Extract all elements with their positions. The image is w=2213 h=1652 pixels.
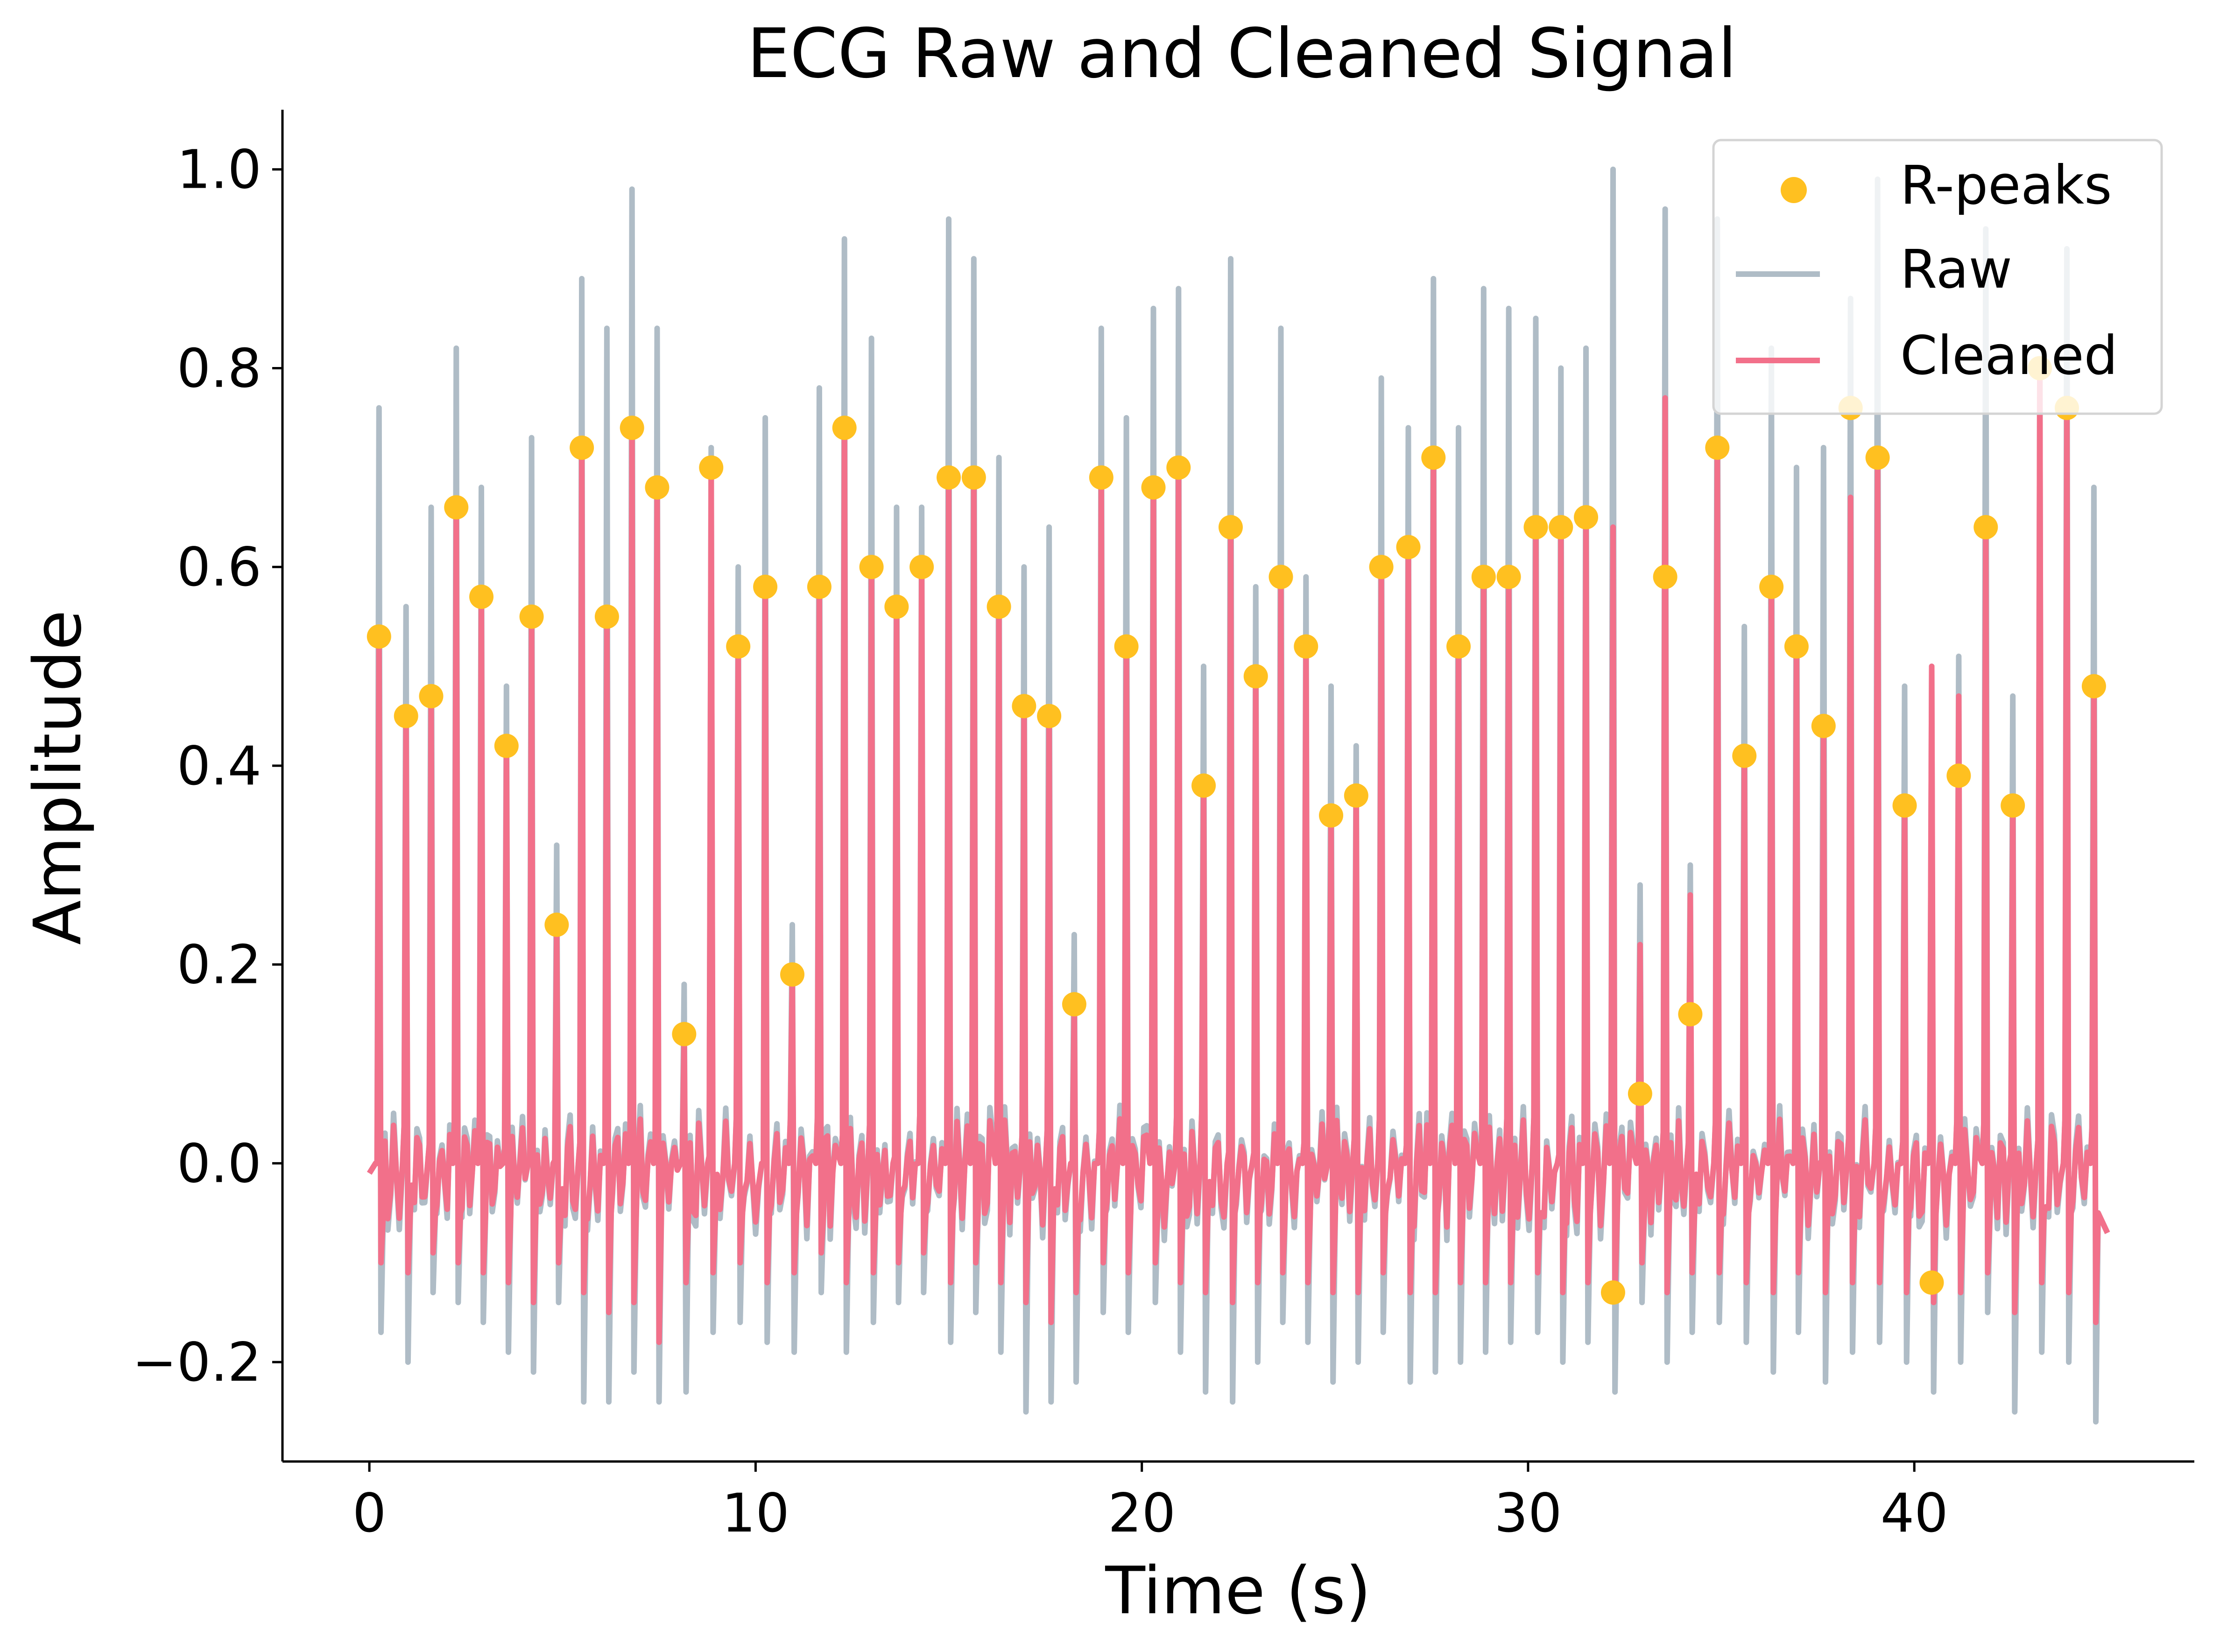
x-tick-label: 40 (1881, 1482, 1948, 1544)
r-peak-point (620, 416, 644, 440)
r-peak-point (1344, 783, 1368, 808)
r-peak-point (1141, 475, 1166, 500)
r-peak-point (961, 465, 986, 490)
r-peak-point (1973, 515, 1998, 540)
r-peak-point (444, 495, 469, 520)
legend-r-peaks-label: R-peaks (1900, 154, 2112, 216)
r-peak-point (1811, 713, 1836, 738)
r-peak-point (1600, 1280, 1625, 1305)
x-tick-label: 0 (352, 1482, 387, 1544)
r-peak-point (1523, 515, 1548, 540)
y-tick-label: 0.8 (177, 337, 261, 399)
r-peak-point (1369, 555, 1394, 579)
r-peak-point (645, 475, 670, 500)
chart-title: ECG Raw and Cleaned Signal (747, 14, 1737, 93)
r-peak-point (937, 465, 961, 490)
x-axis-label: Time (s) (1105, 1553, 1371, 1629)
r-peak-point (1549, 515, 1573, 540)
x-tick-label: 10 (722, 1482, 789, 1544)
x-tick-label: 20 (1108, 1482, 1176, 1544)
y-tick-label: 1.0 (177, 139, 261, 201)
r-peak-point (2001, 793, 2025, 818)
r-peak-point (1946, 763, 1971, 788)
r-peak-point (1574, 505, 1599, 529)
r-peak-point (519, 604, 544, 629)
y-tick-label: −0.2 (132, 1331, 261, 1393)
r-peak-point (1705, 435, 1730, 460)
r-peak-point (859, 555, 884, 579)
r-peak-point (753, 574, 778, 599)
r-peak-point (594, 604, 619, 629)
legend-cleaned-label: Cleaned (1900, 325, 2118, 387)
r-peak-point (1294, 634, 1318, 659)
r-peak-point (1191, 773, 1216, 798)
r-peak-point (780, 962, 804, 987)
legend-r-peaks-marker (1781, 177, 1807, 203)
r-peak-point (1678, 1002, 1703, 1027)
r-peak-point (1446, 634, 1471, 659)
plot-area (366, 166, 2110, 1425)
r-peak-point (672, 1022, 697, 1046)
y-axis-label: Amplitude (20, 610, 96, 945)
r-peak-point (987, 594, 1011, 619)
r-peak-point (570, 435, 594, 460)
r-peak-point (1865, 445, 1890, 470)
r-peak-point (366, 624, 391, 649)
r-peak-point (1037, 704, 1062, 728)
x-axis-ticks: 0 10 20 30 40 (352, 1461, 1948, 1544)
r-peak-point (1396, 535, 1421, 559)
r-peak-point (1496, 565, 1521, 589)
r-peak-point (1784, 634, 1809, 659)
r-peak-point (726, 634, 751, 659)
legend: R-peaks Raw Cleaned (1712, 139, 2163, 415)
r-peak-point (1218, 515, 1243, 540)
r-peak-point (494, 734, 519, 758)
r-peak-point (1732, 743, 1757, 768)
r-peak-point (832, 416, 857, 440)
r-peak-point (1243, 664, 1268, 689)
r-peak-point (1062, 992, 1086, 1017)
r-peak-point (884, 594, 909, 619)
r-peak-point (1471, 565, 1496, 589)
r-peak-point (469, 585, 494, 609)
r-peak-point (1269, 565, 1293, 589)
y-axis-ticks: −0.2 0.0 0.2 0.4 0.6 0.8 1.0 (132, 139, 282, 1393)
r-peak-point (1114, 634, 1139, 659)
y-tick-label: 0.4 (177, 735, 261, 797)
r-peak-point (1653, 565, 1677, 589)
x-tick-label: 30 (1494, 1482, 1562, 1544)
r-peak-point (544, 912, 569, 937)
y-tick-label: 0.2 (177, 934, 261, 996)
r-peak-point (394, 704, 418, 728)
r-peak-point (1012, 694, 1036, 719)
r-peak-point (1759, 574, 1784, 599)
r-peak-point (419, 684, 444, 708)
y-tick-label: 0.6 (177, 536, 261, 598)
r-peak-point (2081, 674, 2106, 699)
r-peak-point (1919, 1270, 1944, 1295)
y-tick-label: 0.0 (177, 1132, 261, 1194)
r-peak-point (1166, 455, 1191, 480)
r-peaks-series (366, 356, 2106, 1305)
r-peak-point (909, 555, 934, 579)
r-peak-point (1319, 803, 1344, 828)
legend-box (1712, 139, 2163, 415)
r-peak-point (699, 455, 724, 480)
r-peak-point (807, 574, 832, 599)
r-peak-point (1089, 465, 1114, 490)
r-peak-point (1421, 445, 1446, 470)
legend-raw-label: Raw (1900, 238, 2012, 300)
r-peak-point (1892, 793, 1917, 818)
r-peak-point (1628, 1081, 1652, 1106)
